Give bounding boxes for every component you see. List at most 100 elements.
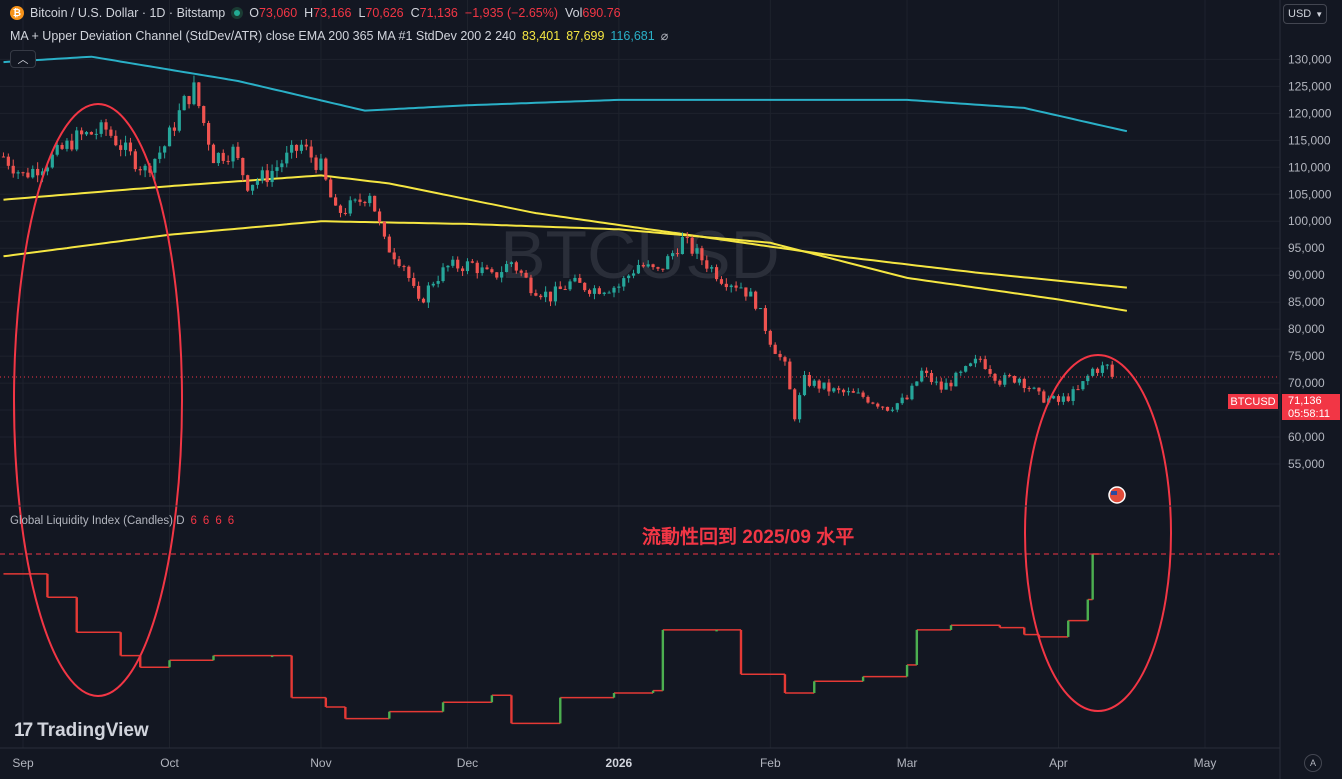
candle-body [485,267,489,270]
candle-body [714,267,719,280]
candle-body [65,140,69,149]
candle-body [827,382,831,392]
currency-select[interactable]: USD ▼ [1283,4,1327,24]
candle-body [309,146,313,158]
candle-body [167,127,172,147]
candle-body [832,388,836,392]
symbol-legend[interactable]: ₿ Bitcoin / U.S. Dollar · 1D · Bitstamp … [10,6,621,20]
liquidity-candle [139,655,142,668]
candle-body [153,158,157,173]
candle-body [641,264,645,267]
candle-body [80,130,84,135]
candle-body [84,132,89,135]
liquidity-candle [510,695,513,724]
candle-body [514,262,518,271]
candle-body [255,180,260,185]
candle-body [211,144,216,164]
liquidity-candle [739,629,743,675]
candle-body [675,253,680,255]
ohlc-item: C71,136 [411,6,458,20]
candle-body [197,82,201,107]
candle-body [802,375,807,396]
liquidity-value: 6 [215,515,222,527]
candle-body [744,287,748,297]
candle-body [275,167,279,171]
ohlc-key: H [304,6,314,20]
candle-body [470,261,474,263]
symbol-title[interactable]: Bitcoin / U.S. Dollar · 1D · Bitstamp [30,6,226,20]
ohlc-value: 690.76 [582,6,621,20]
candle-body [138,169,142,171]
candle-body [1095,368,1100,373]
candle-body [216,152,220,164]
candle-body [182,96,186,111]
candle-body [1061,396,1065,402]
candle-body [475,262,479,274]
candle-body [509,262,514,265]
ohlc-value: 73,166 [313,6,352,20]
candle-body [104,122,108,130]
y-tick-label: 80,000 [1288,322,1325,336]
liquidity-candle [861,676,865,682]
candle-body [905,397,909,400]
liquidity-title[interactable]: Global Liquidity Index (Candles) D [10,515,185,527]
liquidity-candle [559,697,562,724]
candle-body [70,140,74,150]
candle-body [622,278,626,287]
y-tick-label: 110,000 [1288,160,1331,174]
liquidity-candle [915,629,919,665]
candle-body [959,371,963,373]
candle-body [568,281,572,290]
collapse-legend-button[interactable]: ︿ [10,50,36,68]
candle-body [734,285,738,288]
candle-body [417,285,421,299]
candle-body [202,106,206,124]
candle-body [597,288,601,294]
candle-body [143,165,147,171]
x-tick-label: Oct [160,756,179,770]
chevron-down-icon: ▼ [1315,9,1324,19]
liquidity-candle [1023,627,1026,635]
auto-scale-button[interactable]: A [1304,754,1322,772]
candle-body [1066,396,1070,401]
y-tick-label: 70,000 [1288,376,1325,390]
x-tick-label: Feb [760,756,781,770]
candle-body [1042,391,1046,403]
candle-body [1105,364,1109,366]
liquidity-candle [1086,599,1089,621]
liquidity-value: 6 [202,515,210,527]
ohlc-key: Vol [565,6,583,20]
candle-body [758,308,763,310]
candle-body [324,158,328,180]
liquidity-candles [0,553,1280,725]
candle-body [1071,389,1075,401]
candle-body [602,292,606,294]
candle-body [910,385,914,400]
candle-body [500,272,504,278]
candle-body [924,370,929,374]
candle-body [793,389,797,420]
candle-body [402,266,406,268]
candle-body [631,273,636,276]
candle-body [133,151,137,170]
candle-body [1008,375,1012,377]
indicator-label[interactable]: MA + Upper Deviation Channel (StdDev/ATR… [10,28,516,43]
candle-body [778,353,782,358]
bitcoin-icon: ₿ [10,6,24,20]
indicator-legend[interactable]: MA + Upper Deviation Channel (StdDev/ATR… [10,28,669,44]
candle-body [636,264,641,274]
candle-body [837,388,841,390]
indicator-settings-icon[interactable]: ⌀ [660,29,669,43]
y-tick-label: 100,000 [1288,214,1332,228]
candle-body [1081,381,1085,390]
liquidity-candle [612,692,616,698]
candle-body [1100,365,1105,373]
liquidity-candle [75,597,78,633]
candle-body [876,403,880,407]
last-price: 71,136 [1288,395,1322,407]
candle-body [221,152,225,161]
